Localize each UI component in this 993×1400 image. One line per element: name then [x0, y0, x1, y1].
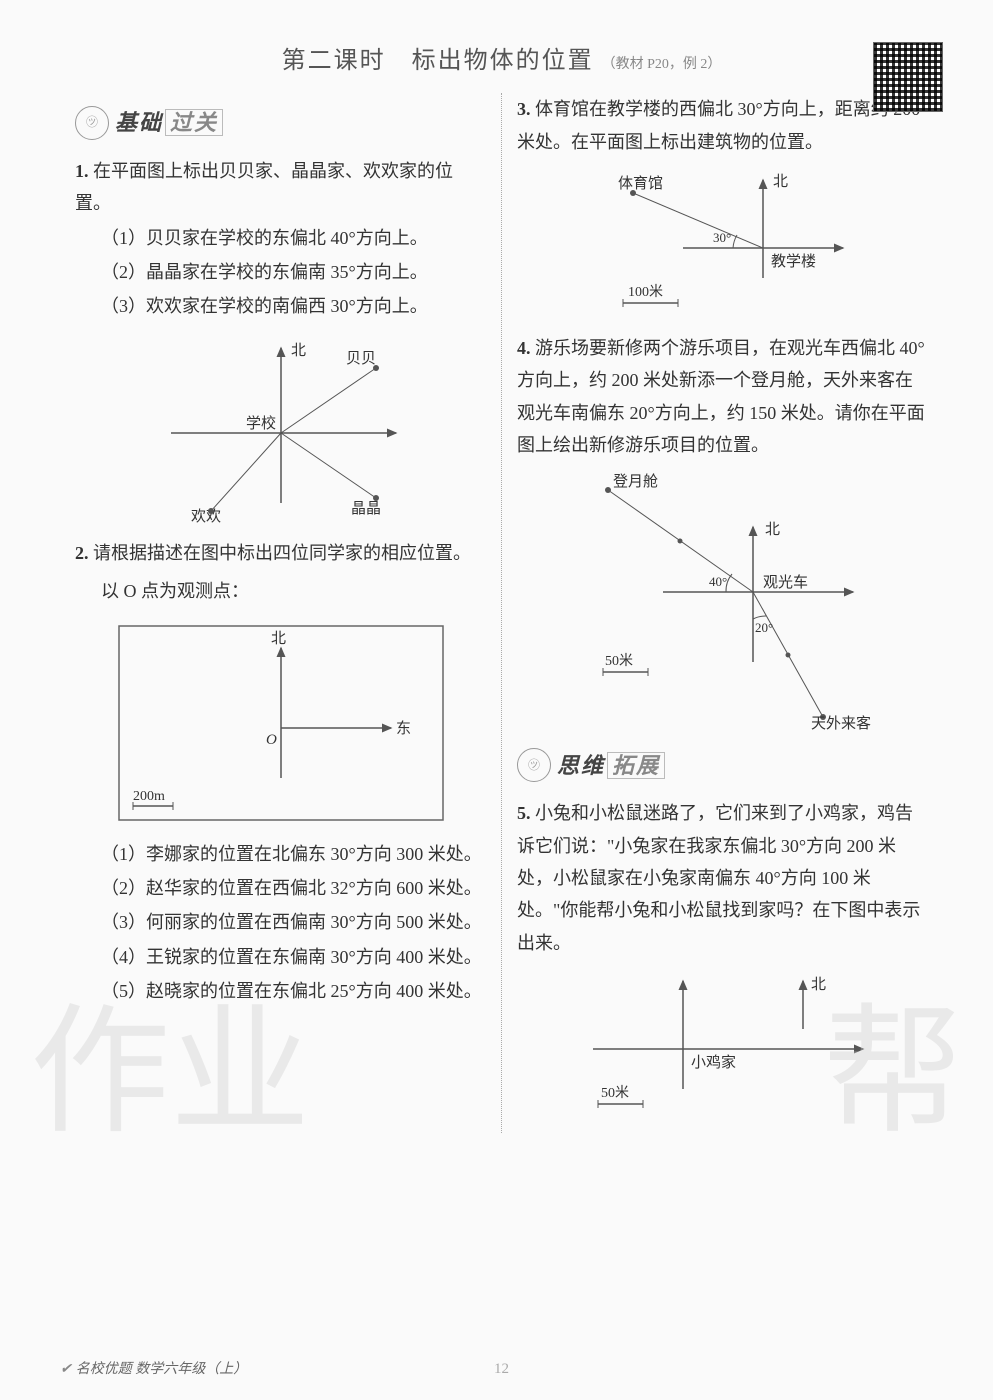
- q5-f-n: 北: [811, 976, 826, 993]
- section-ext-1: 思维: [557, 753, 605, 778]
- footer-badge: 名校优题 数学六年级（上）: [60, 1357, 247, 1382]
- q1-f-p3: 欢欢: [191, 508, 221, 523]
- q4-f-center: 观光车: [763, 574, 808, 591]
- q1-figure: 贝贝 北 学校 晶晶 欢欢: [75, 333, 486, 523]
- q2-f-o: O: [266, 732, 277, 748]
- q4-f-a1: 40°: [709, 574, 727, 589]
- q4-f-a2: 20°: [755, 620, 773, 635]
- q3-f-n: 北: [773, 173, 788, 190]
- question-1: 1. 在平面图上标出贝贝家、晶晶家、欢欢家的位置。 （1）贝贝家在学校的东偏北 …: [75, 155, 486, 523]
- q2-s3: （3）何丽家的位置在西偏南 30°方向 500 米处。: [75, 906, 486, 938]
- right-column: 3. 体育馆在教学楼的西偏北 30°方向上，距离约 200 米处。在平面图上标出…: [502, 93, 943, 1133]
- q1-f-p2: 晶晶: [351, 501, 381, 517]
- q1-num: 1.: [75, 161, 89, 181]
- q1-f-n: 北: [291, 342, 306, 359]
- q2-s2: （2）赵华家的位置在西偏北 32°方向 600 米处。: [75, 872, 486, 904]
- q5-f-center: 小鸡家: [691, 1054, 736, 1071]
- q2-f-n: 北: [271, 630, 286, 647]
- q1-s2: （2）晶晶家在学校的东偏南 35°方向上。: [75, 256, 486, 288]
- q2-num: 2.: [75, 543, 89, 563]
- q2-text: 请根据描述在图中标出四位同学家的相应位置。: [93, 543, 471, 563]
- q2-f-scale: 200m: [133, 789, 165, 804]
- section-ext-header: ㋡ 思维拓展: [517, 746, 928, 786]
- q3-figure: 30° 体育馆 北 教学楼 100米: [517, 168, 928, 318]
- q1-s3: （3）欢欢家在学校的南偏西 30°方向上。: [75, 290, 486, 322]
- q4-f-p1: 登月舱: [613, 473, 658, 490]
- page-title: 第二课时 标出物体的位置 （教材 P20，例 2）: [60, 40, 943, 83]
- section-basic-1: 基础: [115, 110, 163, 135]
- section-ext-2: 拓展: [607, 752, 665, 779]
- q5-f-scale: 50米: [601, 1085, 629, 1101]
- title-main: 第二课时 标出物体的位置: [282, 48, 594, 74]
- q3-f-p1: 体育馆: [618, 175, 663, 192]
- bear-icon: ㋡: [75, 106, 109, 140]
- page-footer: 名校优题 数学六年级（上） 12: [60, 1357, 943, 1382]
- q5-figure: 北 小鸡家 50米: [517, 969, 928, 1119]
- q3-text: 体育馆在教学楼的西偏北 30°方向上，距离约 200 米处。在平面图上标出建筑物…: [517, 99, 920, 151]
- q2-s5: （5）赵晓家的位置在东偏北 25°方向 400 米处。: [75, 975, 486, 1007]
- q2-f-e: 东: [396, 720, 411, 737]
- q5-num: 5.: [517, 803, 531, 823]
- q1-f-center: 学校: [246, 415, 276, 432]
- q4-f-p2: 天外来客: [811, 715, 871, 732]
- section-basic-2: 过关: [165, 109, 223, 136]
- q4-num: 4.: [517, 338, 531, 358]
- q3-f-center: 教学楼: [771, 253, 816, 270]
- q2-s4: （4）王锐家的位置在东偏南 30°方向 400 米处。: [75, 941, 486, 973]
- q3-f-ang: 30°: [713, 230, 731, 245]
- question-3: 3. 体育馆在教学楼的西偏北 30°方向上，距离约 200 米处。在平面图上标出…: [517, 93, 928, 318]
- question-5: 5. 小兔和小松鼠迷路了，它们来到了小鸡家，鸡告诉它们说："小兔家在我家东偏北 …: [517, 797, 928, 1119]
- q4-f-scale: 50米: [605, 653, 633, 669]
- q4-figure: 40° 20° 登月舱 北 观光车 天外来客 50米: [517, 472, 928, 732]
- question-2: 2. 请根据描述在图中标出四位同学家的相应位置。 以 O 点为观测点： 北 东 …: [75, 537, 486, 1008]
- rabbit-icon: ㋡: [517, 748, 551, 782]
- q1-f-p1: 贝贝: [346, 351, 376, 367]
- left-column: ㋡ 基础过关 1. 在平面图上标出贝贝家、晶晶家、欢欢家的位置。 （1）贝贝家在…: [60, 93, 502, 1133]
- title-sub: （教材 P20，例 2）: [602, 57, 722, 72]
- section-basic-header: ㋡ 基础过关: [75, 103, 486, 143]
- q1-s1: （1）贝贝家在学校的东偏北 40°方向上。: [75, 222, 486, 254]
- q4-f-n: 北: [765, 521, 780, 538]
- q5-text: 小兔和小松鼠迷路了，它们来到了小鸡家，鸡告诉它们说："小兔家在我家东偏北 30°…: [517, 803, 920, 953]
- q1-text: 在平面图上标出贝贝家、晶晶家、欢欢家的位置。: [75, 161, 453, 213]
- q3-f-scale: 100米: [628, 284, 663, 300]
- q3-num: 3.: [517, 99, 531, 119]
- q2-obs: 以 O 点为观测点：: [75, 575, 486, 607]
- q2-figure: 北 东 O 200m: [75, 618, 486, 828]
- q4-text: 游乐场要新修两个游乐项目，在观光车西偏北 40°方向上，约 200 米处新添一个…: [517, 338, 925, 455]
- question-4: 4. 游乐场要新修两个游乐项目，在观光车西偏北 40°方向上，约 200 米处新…: [517, 332, 928, 732]
- q2-s1: （1）李娜家的位置在北偏东 30°方向 300 米处。: [75, 838, 486, 870]
- footer-page: 12: [494, 1356, 509, 1383]
- qr-code: [873, 42, 943, 112]
